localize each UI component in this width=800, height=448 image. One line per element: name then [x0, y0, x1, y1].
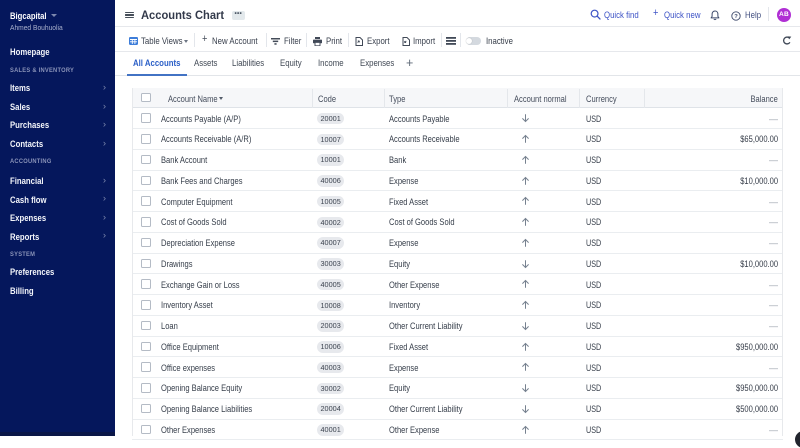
svg-text:?: ?: [734, 14, 738, 20]
